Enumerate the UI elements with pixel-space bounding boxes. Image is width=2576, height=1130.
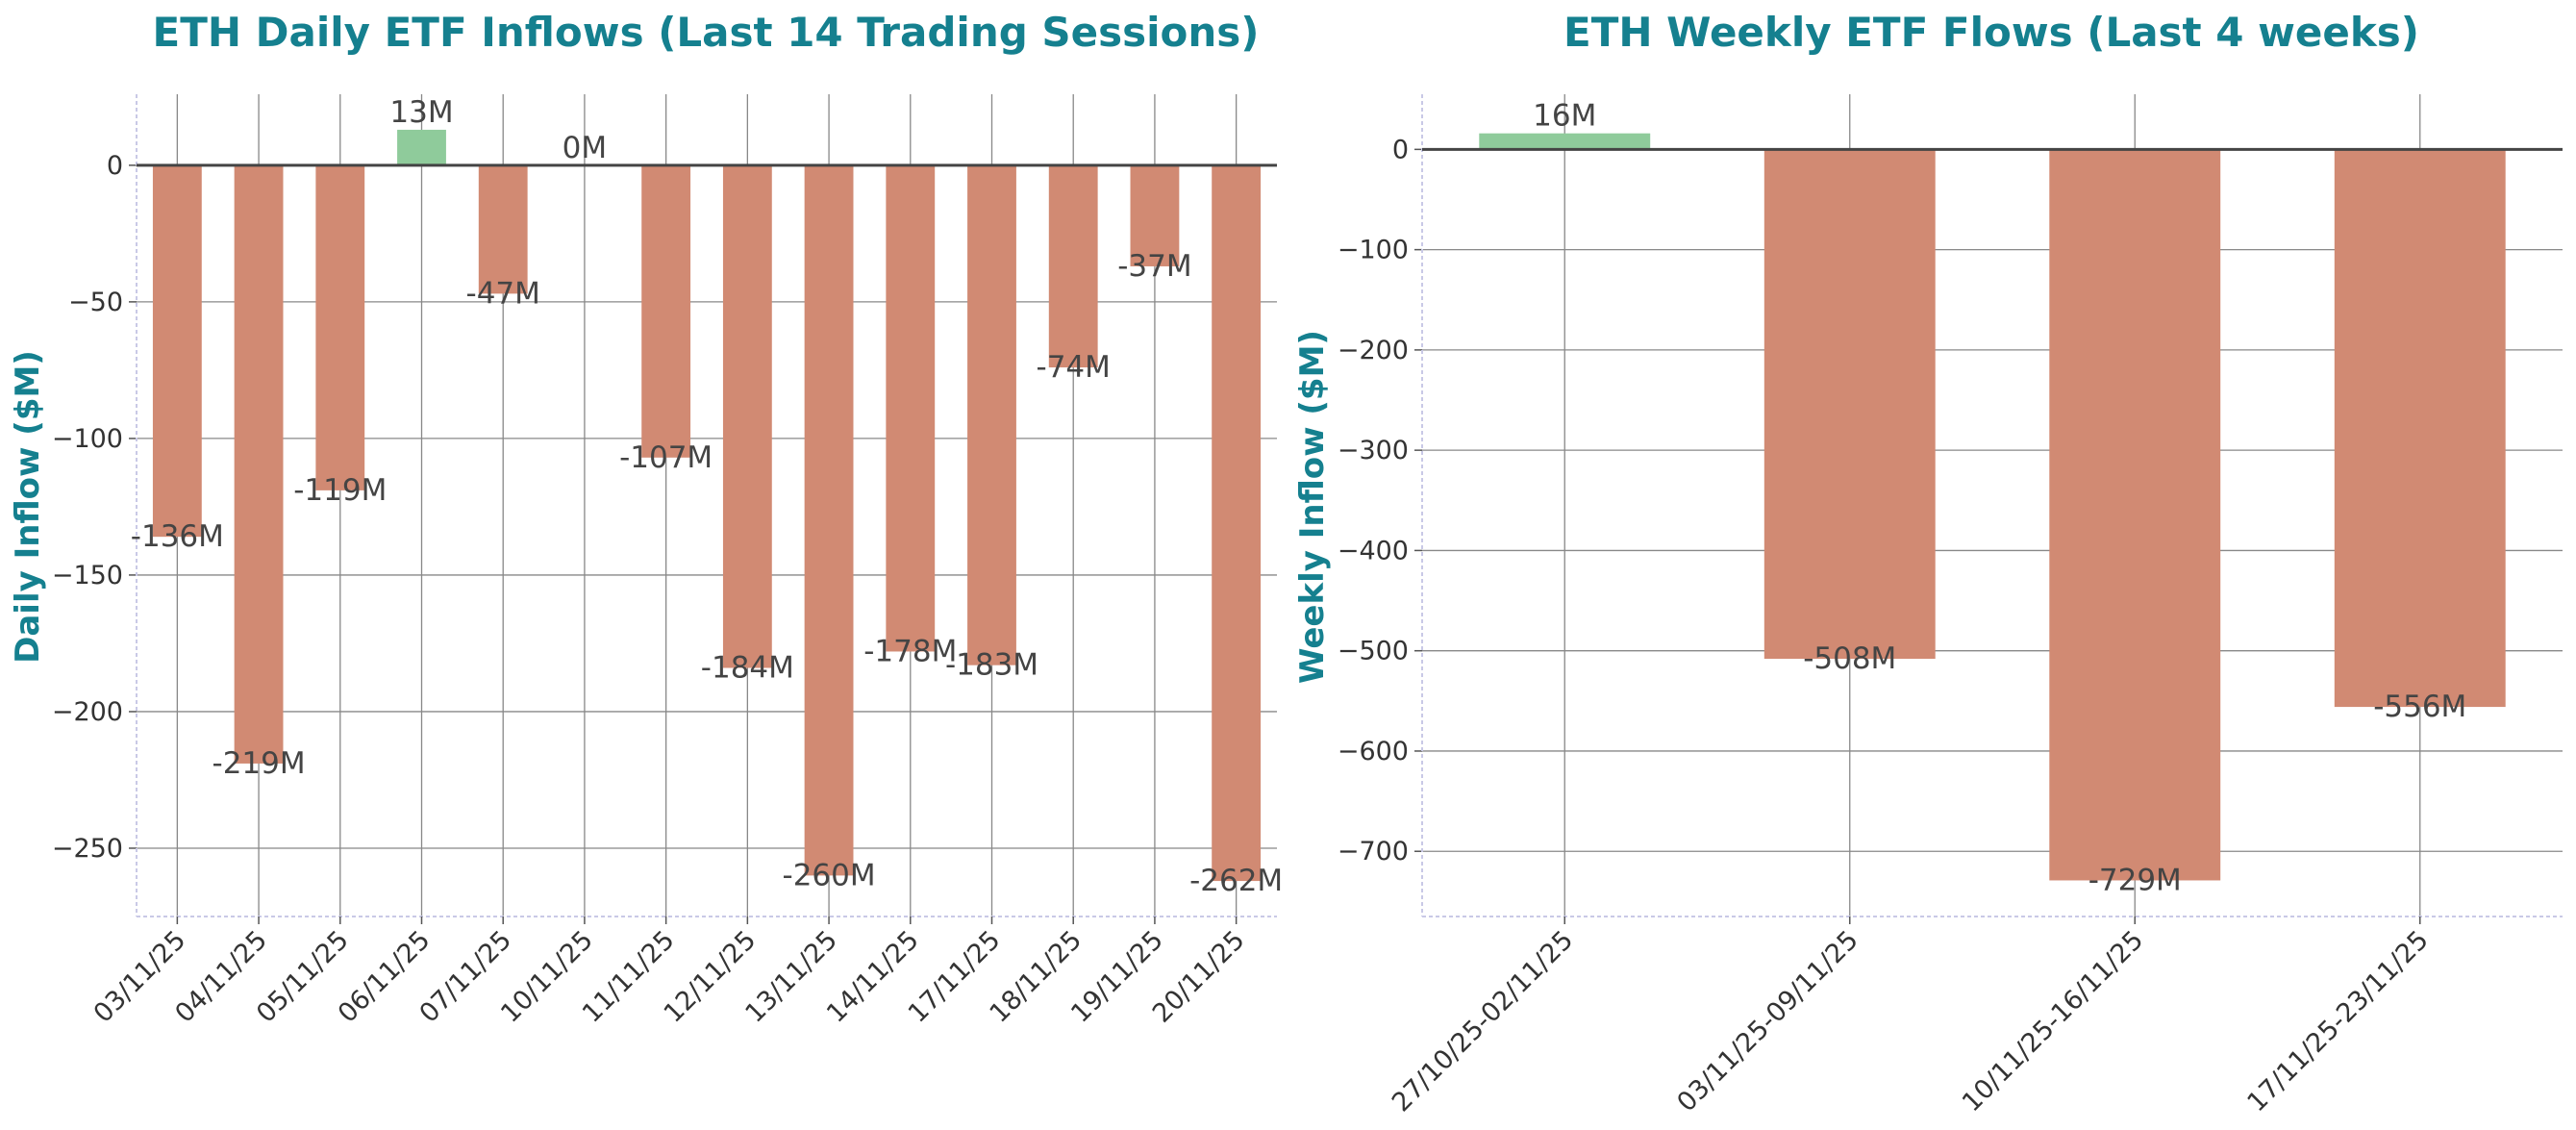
- chart-title: ETH Weekly ETF Flows (Last 4 weeks): [1563, 9, 2419, 56]
- bar: [315, 164, 365, 490]
- bar: [722, 164, 772, 668]
- bar: [641, 164, 691, 458]
- bar: [1479, 133, 1651, 150]
- y-tick-label: −150: [52, 561, 123, 590]
- y-tick-label: −250: [52, 834, 123, 864]
- data-label: -37M: [1117, 249, 1191, 284]
- data-label: -508M: [1803, 641, 1896, 676]
- data-label: 0M: [563, 131, 607, 165]
- bar: [1763, 149, 1936, 660]
- data-label: -184M: [701, 651, 794, 686]
- data-label: 16M: [1533, 99, 1596, 134]
- data-label: -260M: [783, 858, 876, 892]
- y-tick-label: −400: [1338, 536, 1409, 565]
- chart-title: ETH Daily ETF Inflows (Last 14 Trading S…: [153, 9, 1260, 56]
- bar: [1130, 164, 1180, 266]
- y-tick-label: −100: [1338, 236, 1409, 265]
- y-axis-label: Weekly Inflow ($M): [1293, 330, 1332, 684]
- x-tick-label: 03/11/25-09/11/25: [1671, 925, 1863, 1117]
- y-tick-label: −500: [1338, 637, 1409, 666]
- data-label: -178M: [863, 634, 957, 668]
- x-tick-label: 27/10/25-02/11/25: [1387, 925, 1579, 1117]
- bar: [152, 164, 202, 538]
- data-label: -107M: [619, 440, 713, 475]
- y-tick-label: −50: [68, 288, 123, 317]
- y-tick-label: −300: [1338, 436, 1409, 465]
- x-tick-label: 10/11/25-16/11/25: [1957, 925, 2149, 1117]
- data-label: -119M: [293, 473, 387, 508]
- bar: [2334, 149, 2506, 708]
- y-axis-label: Daily Inflow ($M): [9, 350, 47, 664]
- bar: [478, 164, 528, 294]
- data-label: -183M: [945, 648, 1038, 683]
- y-tick-label: 0: [107, 151, 123, 181]
- data-label: -136M: [131, 519, 224, 554]
- data-label: -729M: [2088, 863, 2182, 897]
- bar: [804, 164, 854, 876]
- data-label: -262M: [1189, 864, 1283, 898]
- bar: [2049, 149, 2221, 881]
- y-tick-label: −200: [1338, 336, 1409, 365]
- y-tick-label: −600: [1338, 737, 1409, 766]
- y-tick-label: −200: [52, 697, 123, 727]
- daily-inflow-chart: 0 −50 −100 −150 −200 −250 -136M -219M -119M 13M -4…: [52, 94, 1283, 1029]
- bar: [1212, 164, 1262, 882]
- x-tick-label: 17/11/25-23/11/25: [2241, 925, 2434, 1117]
- bar: [234, 164, 284, 764]
- bar: [967, 164, 1016, 665]
- weekly-flow-chart: 0 −100 −200 −300 −400 −500 −600 −700 16M -508M -72…: [1338, 94, 2563, 1117]
- data-label: -47M: [466, 276, 540, 311]
- bar: [1048, 164, 1098, 368]
- y-tick-label: −700: [1338, 837, 1409, 866]
- data-label: 13M: [389, 95, 453, 130]
- data-label: -219M: [213, 746, 306, 781]
- data-label: -556M: [2373, 690, 2466, 724]
- bar: [397, 129, 446, 165]
- y-tick-label: −100: [52, 424, 123, 454]
- data-label: -74M: [1037, 350, 1111, 385]
- bar: [886, 164, 936, 652]
- y-tick-label: 0: [1392, 135, 1409, 164]
